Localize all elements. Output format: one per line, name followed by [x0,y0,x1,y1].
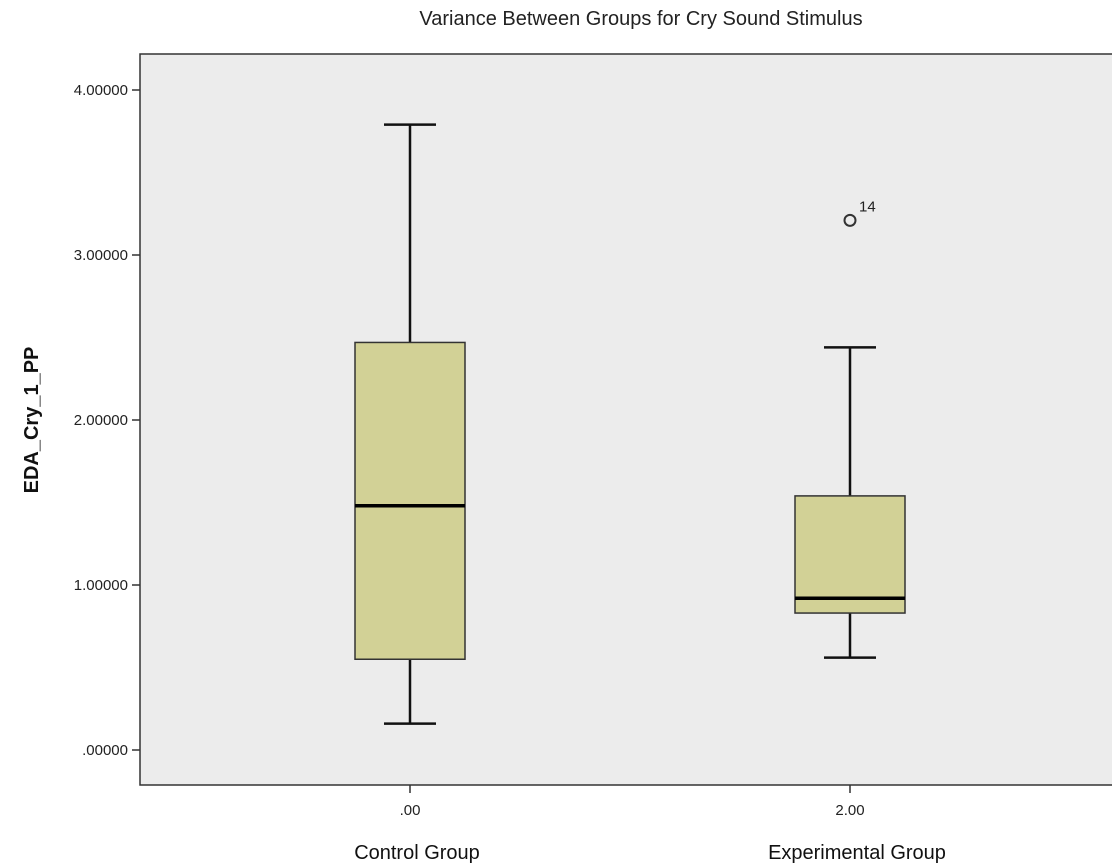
group-label: Experimental Group [768,842,946,864]
boxes: 14 [354,123,906,725]
iqr-box [354,341,466,660]
group-label: Control Group [354,842,480,864]
y-tick-label: 1.00000 [74,577,128,594]
plot-area [139,53,1112,786]
box-group: 14 [794,198,906,659]
y-axis-label: EDA_Cry_1_PP [21,347,43,494]
y-tick-label: 2.00000 [74,412,128,429]
box-group [354,123,466,725]
chart-title: Variance Between Groups for Cry Sound St… [419,8,863,30]
y-tick-label: 4.00000 [74,82,128,99]
x-tick-label: .00 [400,802,421,819]
iqr-box [794,495,906,614]
outlier-point [843,213,857,227]
outlier-label: 14 [859,198,876,215]
y-axis: .00000 1.00000 2.00000 3.00000 4.00000 [74,82,140,759]
x-tick-label: 2.00 [835,802,864,819]
x-axis: .00 Control Group 2.00 Experimental Group [354,785,946,864]
y-tick-label: .00000 [82,742,128,759]
y-tick-label: 3.00000 [74,247,128,264]
